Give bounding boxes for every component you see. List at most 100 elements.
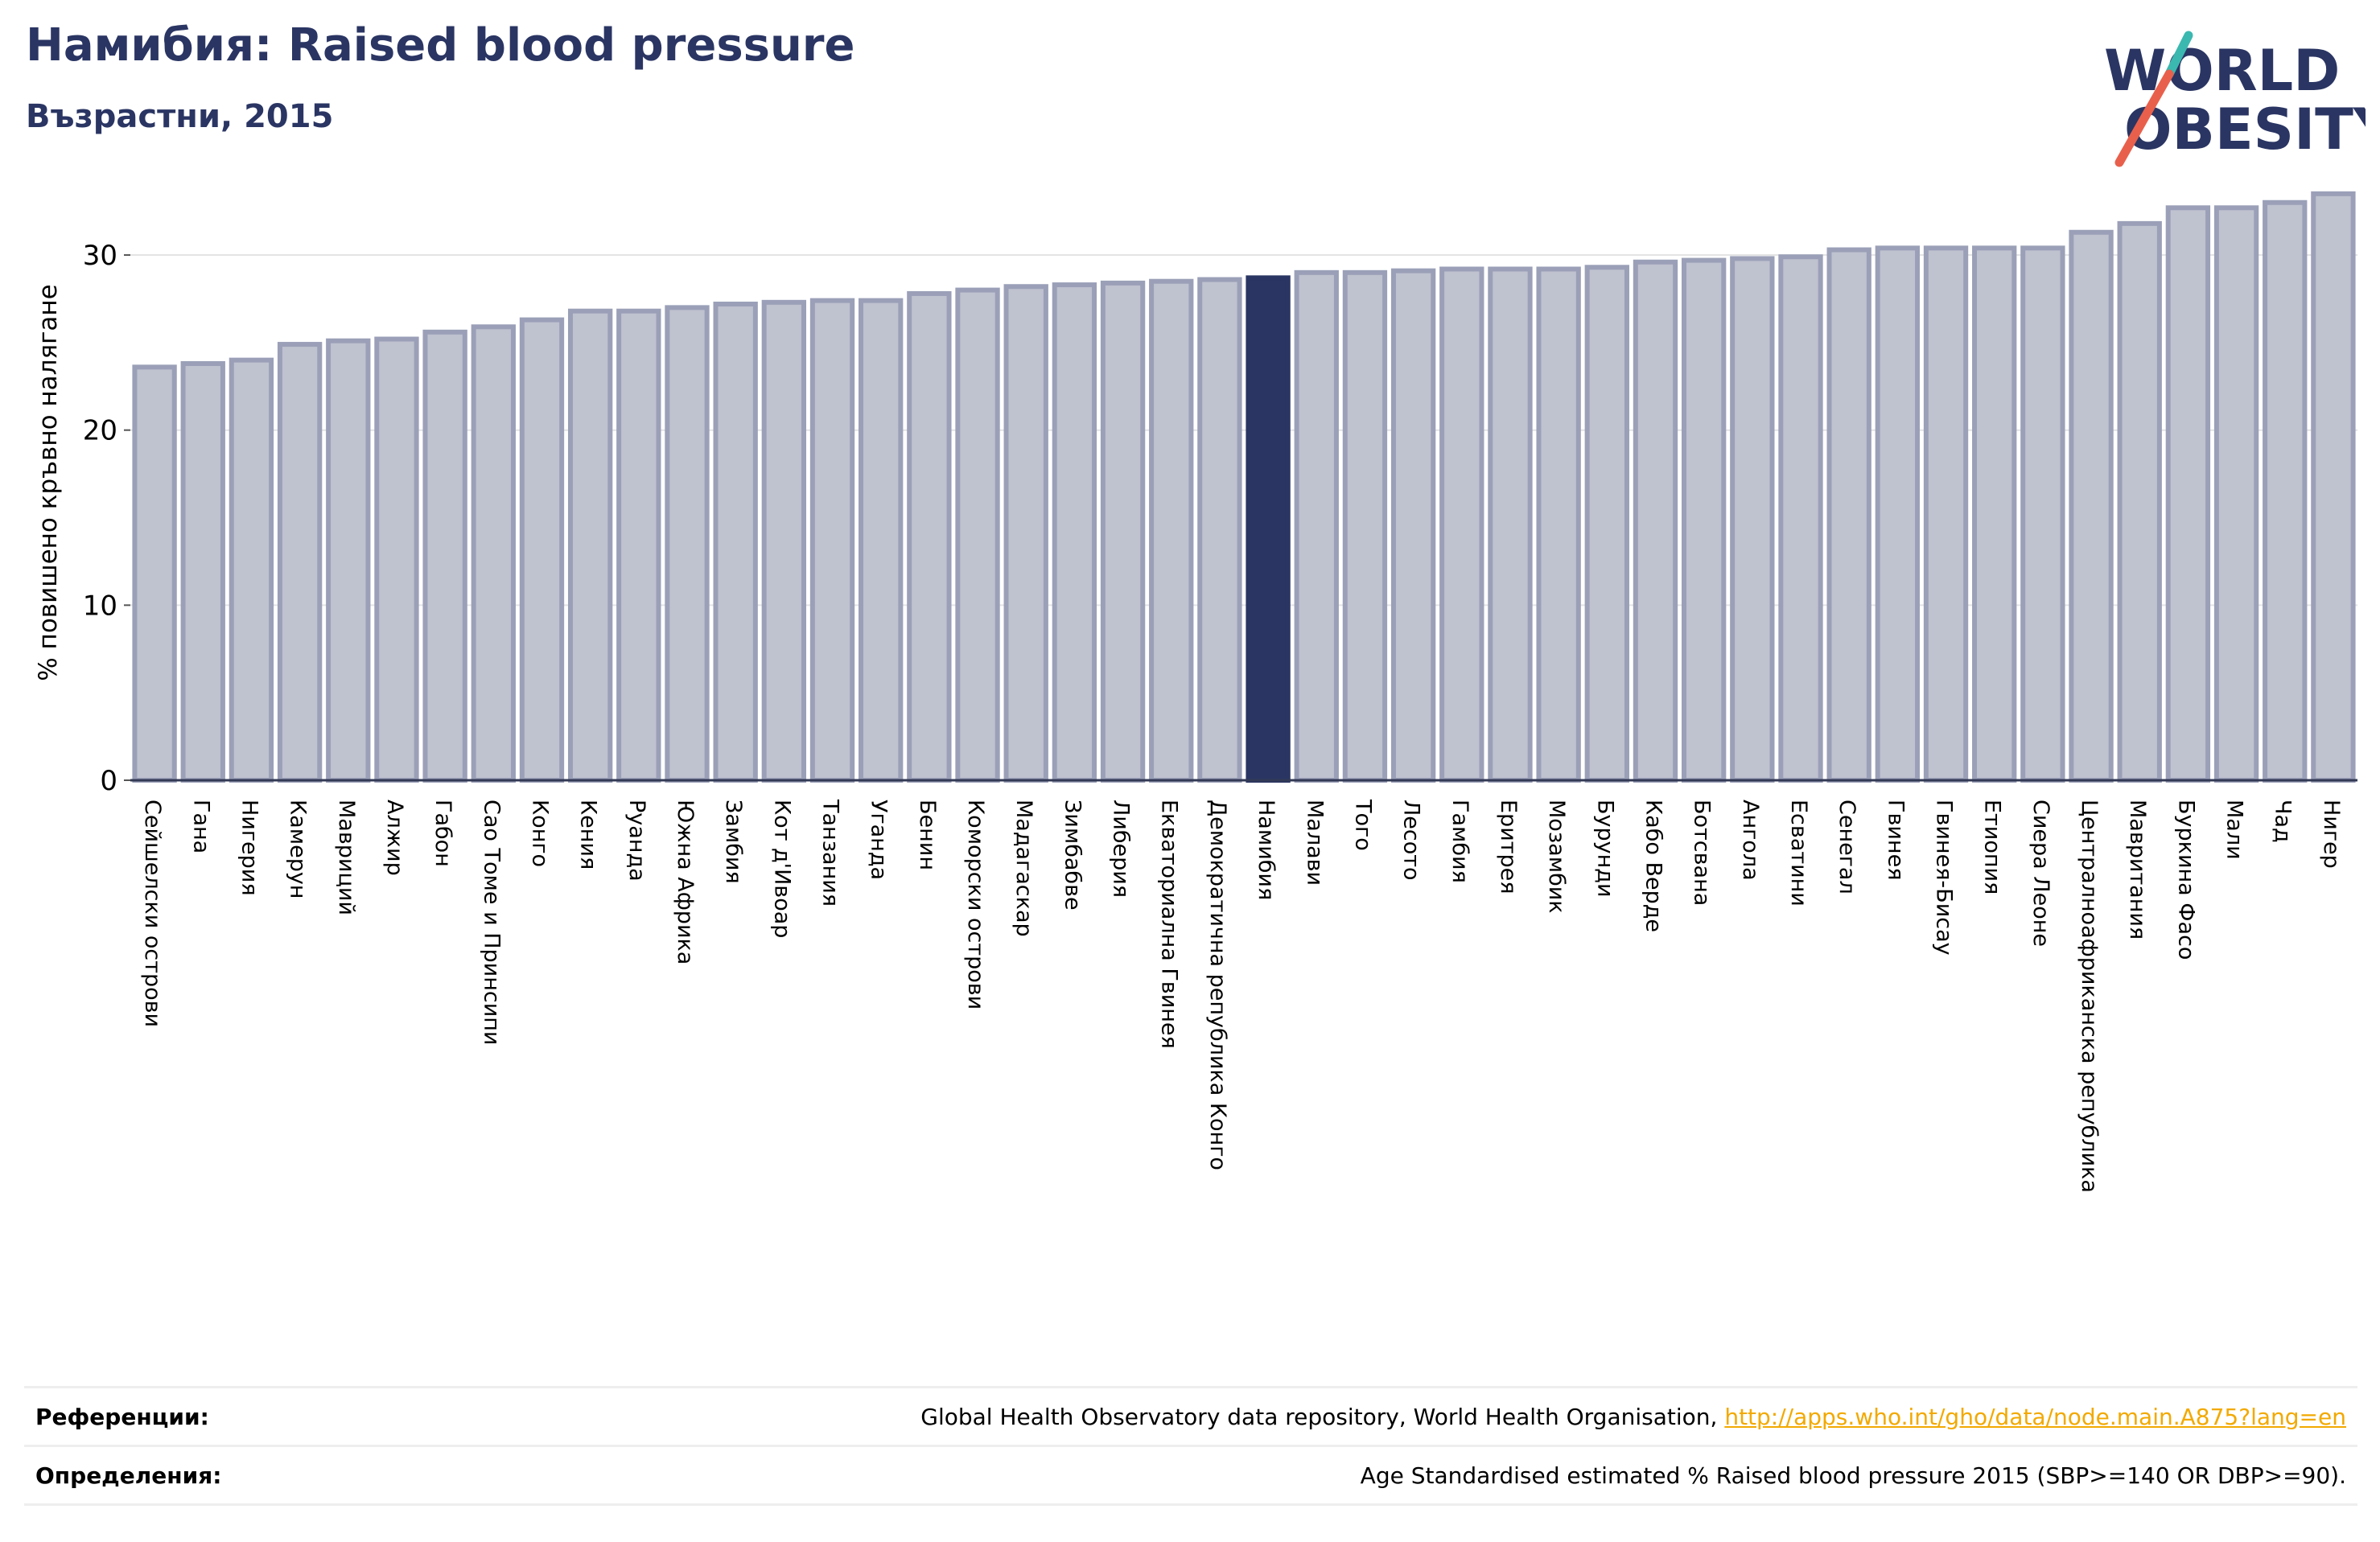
x-tick-label-17: Коморски острови [963, 800, 988, 1009]
logo-slash-red-icon [2114, 69, 2174, 167]
bar-10 [616, 308, 661, 783]
references-text: Global Health Observatory data repositor… [920, 1404, 2357, 1430]
x-tick-label-3: Камерун [286, 800, 311, 898]
bar-7 [471, 324, 516, 783]
bar-23 [1246, 275, 1291, 783]
bar-29 [1536, 266, 1581, 783]
definitions-row: Определения: Age Standardised estimated … [24, 1445, 2357, 1506]
bar-36 [1875, 245, 1921, 783]
x-tick-label-42: Буркина Фасо [2173, 800, 2198, 960]
references-row: Референции: Global Health Observatory da… [24, 1386, 2357, 1445]
y-tick-label-3: 30 [83, 240, 117, 272]
x-tick-label-33: Ангола [1738, 800, 1763, 881]
x-tick-label-39: Сиера Леоне [2028, 800, 2053, 947]
logo-line2: OBESITY [2124, 97, 2366, 162]
bar-0 [132, 364, 177, 783]
x-tick-label-38: Етиопия [1980, 800, 2005, 894]
bar-39 [2020, 245, 2065, 783]
bar-44 [2263, 199, 2308, 783]
x-tick-label-8: Конго [527, 800, 552, 867]
x-tick-label-25: Того [1350, 799, 1375, 851]
chart-subtitle: Възрастни, 2015 [26, 98, 334, 135]
logo-line1: WORLD [2104, 38, 2340, 104]
bar-12 [713, 302, 758, 783]
world-obesity-logo: WORLD OBESITY [2104, 31, 2366, 167]
bar-37 [1923, 245, 1969, 783]
x-tick-label-29: Мозамбик [1544, 800, 1569, 914]
references-source: Global Health Observatory data repositor… [920, 1403, 1725, 1430]
x-tick-label-28: Еритрея [1496, 800, 1521, 894]
x-tick-label-41: Мавритания [2125, 800, 2150, 940]
bar-22 [1197, 277, 1242, 783]
x-tick-label-10: Руанда [624, 800, 649, 882]
x-tick-label-36: Гвинея [1883, 800, 1908, 880]
x-tick-label-23: Намибия [1254, 800, 1279, 900]
chart-title: Намибия: Raised blood pressure [26, 19, 855, 72]
bar-45 [2311, 191, 2356, 783]
bar-13 [761, 299, 807, 783]
bar-42 [2165, 205, 2211, 783]
bar-31 [1633, 259, 1678, 783]
x-tick-label-2: Нигерия [237, 800, 261, 896]
bar-17 [955, 287, 1000, 783]
definitions-text: Age Standardised estimated % Raised bloo… [1360, 1462, 2346, 1489]
x-tick-label-5: Алжир [382, 800, 407, 876]
bar-14 [809, 298, 855, 783]
bar-33 [1730, 256, 1775, 783]
bar-6 [422, 329, 467, 783]
x-tick-label-45: Нигер [2319, 800, 2344, 869]
bar-4 [326, 338, 371, 783]
definitions-label: Определения: [35, 1462, 222, 1489]
bar-41 [2117, 220, 2162, 783]
x-tick-label-14: Танзания [818, 799, 843, 907]
x-tick-label-19: Зимбабве [1060, 800, 1085, 911]
bar-1 [180, 361, 225, 783]
bar-3 [277, 342, 323, 783]
x-tick-label-1: Гана [188, 800, 213, 853]
bar-28 [1488, 266, 1533, 783]
bar-5 [374, 336, 419, 783]
x-tick-label-27: Гамбия [1447, 800, 1472, 883]
bar-24 [1294, 269, 1339, 783]
bar-2 [229, 357, 274, 783]
bar-34 [1778, 254, 1823, 783]
bar-25 [1342, 269, 1388, 783]
x-tick-label-22: Демократична република Конго [1205, 800, 1230, 1170]
x-tick-label-0: Сейшелски острови [140, 800, 165, 1027]
references-label: Референции: [35, 1403, 209, 1430]
x-tick-label-11: Южна Африка [673, 800, 698, 964]
bar-9 [567, 308, 613, 783]
x-tick-label-7: Сао Томе и Принсипи [479, 800, 504, 1045]
bar-16 [907, 290, 952, 783]
bar-19 [1052, 282, 1097, 783]
bar-35 [1826, 247, 1871, 783]
bar-11 [665, 305, 710, 783]
x-tick-label-18: Мадагаскар [1011, 800, 1036, 937]
x-tick-label-44: Чад [2271, 800, 2296, 843]
y-tick-label-1: 10 [83, 590, 117, 622]
x-tick-label-15: Уганда [867, 800, 891, 880]
bar-27 [1439, 266, 1484, 783]
x-tick-label-31: Кабо Верде [1641, 800, 1666, 932]
y-tick-label-0: 0 [100, 765, 117, 797]
bar-20 [1100, 280, 1146, 783]
x-tick-label-20: Либерия [1109, 800, 1134, 898]
logo-slash-teal-icon [2164, 31, 2193, 79]
y-axis-label: % повишено кръвно налягане [34, 284, 63, 681]
bar-21 [1149, 278, 1194, 783]
chart-footer: Референции: Global Health Observatory da… [24, 1386, 2357, 1506]
bar-26 [1390, 268, 1436, 783]
x-tick-label-24: Малави [1302, 800, 1327, 886]
bar-8 [519, 317, 565, 783]
x-tick-label-35: Сенегал [1834, 800, 1859, 894]
x-tick-label-16: Бенин [915, 800, 940, 870]
x-tick-label-26: Лесото [1399, 800, 1424, 881]
bar-chart: 0 10 20 30 % повишено кръвно налягане Сейшелс… [34, 191, 2357, 1193]
x-tick-label-21: Екваториална Гвинея [1157, 800, 1182, 1049]
x-tick-label-4: Мавриций [334, 800, 359, 915]
bar-38 [1972, 245, 2017, 783]
x-tick-label-32: Ботсвана [1690, 800, 1715, 906]
bar-30 [1584, 265, 1629, 783]
references-link[interactable]: http://apps.who.int/gho/data/node.main.A… [1724, 1403, 2346, 1430]
x-tick-label-43: Мали [2222, 800, 2247, 860]
